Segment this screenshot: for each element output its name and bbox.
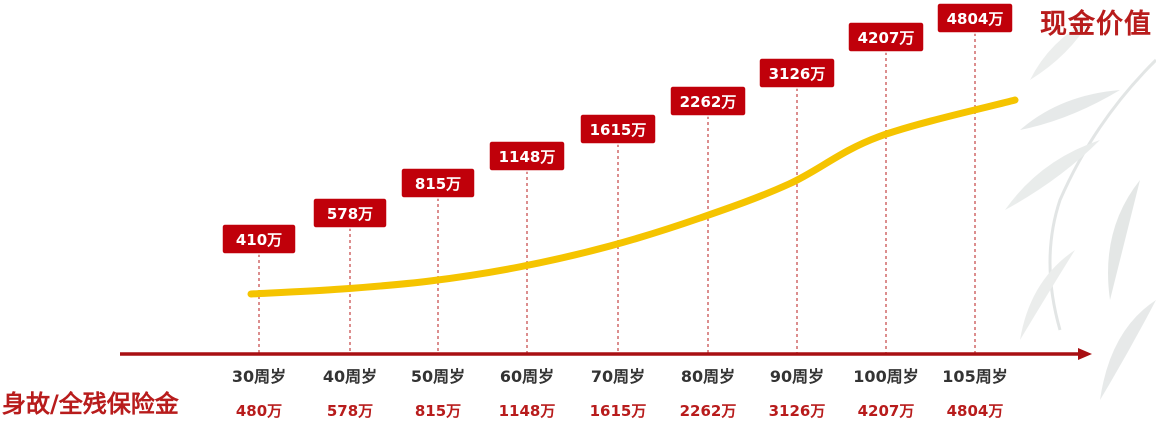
value-label: 4804万 — [947, 10, 1004, 28]
value-label: 1148万 — [499, 148, 556, 166]
value-badge-box — [579, 113, 657, 145]
benefit-value-label: 1148万 — [499, 402, 556, 420]
value-label: 815万 — [415, 175, 461, 193]
value-label: 4207万 — [858, 29, 915, 47]
age-tick-label: 50周岁 — [411, 367, 465, 386]
value-badge-box — [847, 21, 925, 53]
value-label: 578万 — [327, 205, 373, 223]
value-badge: 815万 — [400, 167, 476, 199]
value-label: 3126万 — [769, 65, 826, 83]
value-badge-box — [221, 223, 297, 255]
value-badge: 1148万 — [488, 140, 566, 172]
bamboo-decoration — [1005, 20, 1156, 400]
benefit-value-label: 4207万 — [858, 402, 915, 420]
value-badge: 2262万 — [669, 85, 747, 117]
age-tick-label: 90周岁 — [770, 367, 824, 386]
benefit-value-label: 1615万 — [590, 402, 647, 420]
value-badge: 4207万 — [847, 21, 925, 53]
cash-value-curve — [247, 96, 1019, 298]
age-tick-label: 80周岁 — [681, 367, 735, 386]
benefit-value-label: 578万 — [327, 402, 373, 420]
benefit-value-label: 815万 — [415, 402, 461, 420]
value-badge: 578万 — [312, 197, 388, 229]
benefit-row-label: 身故/全残保险金 — [2, 390, 179, 418]
benefit-value-label: 2262万 — [680, 402, 737, 420]
benefit-value-label: 4804万 — [947, 402, 1004, 420]
age-tick-label: 60周岁 — [500, 367, 554, 386]
benefit-value-label: 3126万 — [769, 402, 826, 420]
age-tick-label: 30周岁 — [232, 367, 286, 386]
value-label: 2262万 — [680, 93, 737, 111]
value-badge-box — [488, 140, 566, 172]
value-badge-box — [669, 85, 747, 117]
chart-title: 现金价值 — [1040, 9, 1152, 40]
benefit-value-label: 480万 — [236, 402, 282, 420]
value-badge-box — [400, 167, 476, 199]
value-badge-box — [758, 57, 836, 89]
x-axis-arrowhead — [1078, 348, 1092, 360]
value-badge: 1615万 — [579, 113, 657, 145]
value-label: 1615万 — [590, 121, 647, 139]
value-badge-box — [312, 197, 388, 229]
value-label: 410万 — [236, 231, 282, 249]
age-tick-label: 40周岁 — [323, 367, 377, 386]
value-badge-box — [936, 2, 1014, 34]
value-badge: 3126万 — [758, 57, 836, 89]
value-badge: 410万 — [221, 223, 297, 255]
value-badge: 4804万 — [936, 2, 1014, 34]
age-tick-label: 105周岁 — [942, 367, 1007, 386]
age-tick-label: 70周岁 — [591, 367, 645, 386]
age-tick-label: 100周岁 — [853, 367, 918, 386]
